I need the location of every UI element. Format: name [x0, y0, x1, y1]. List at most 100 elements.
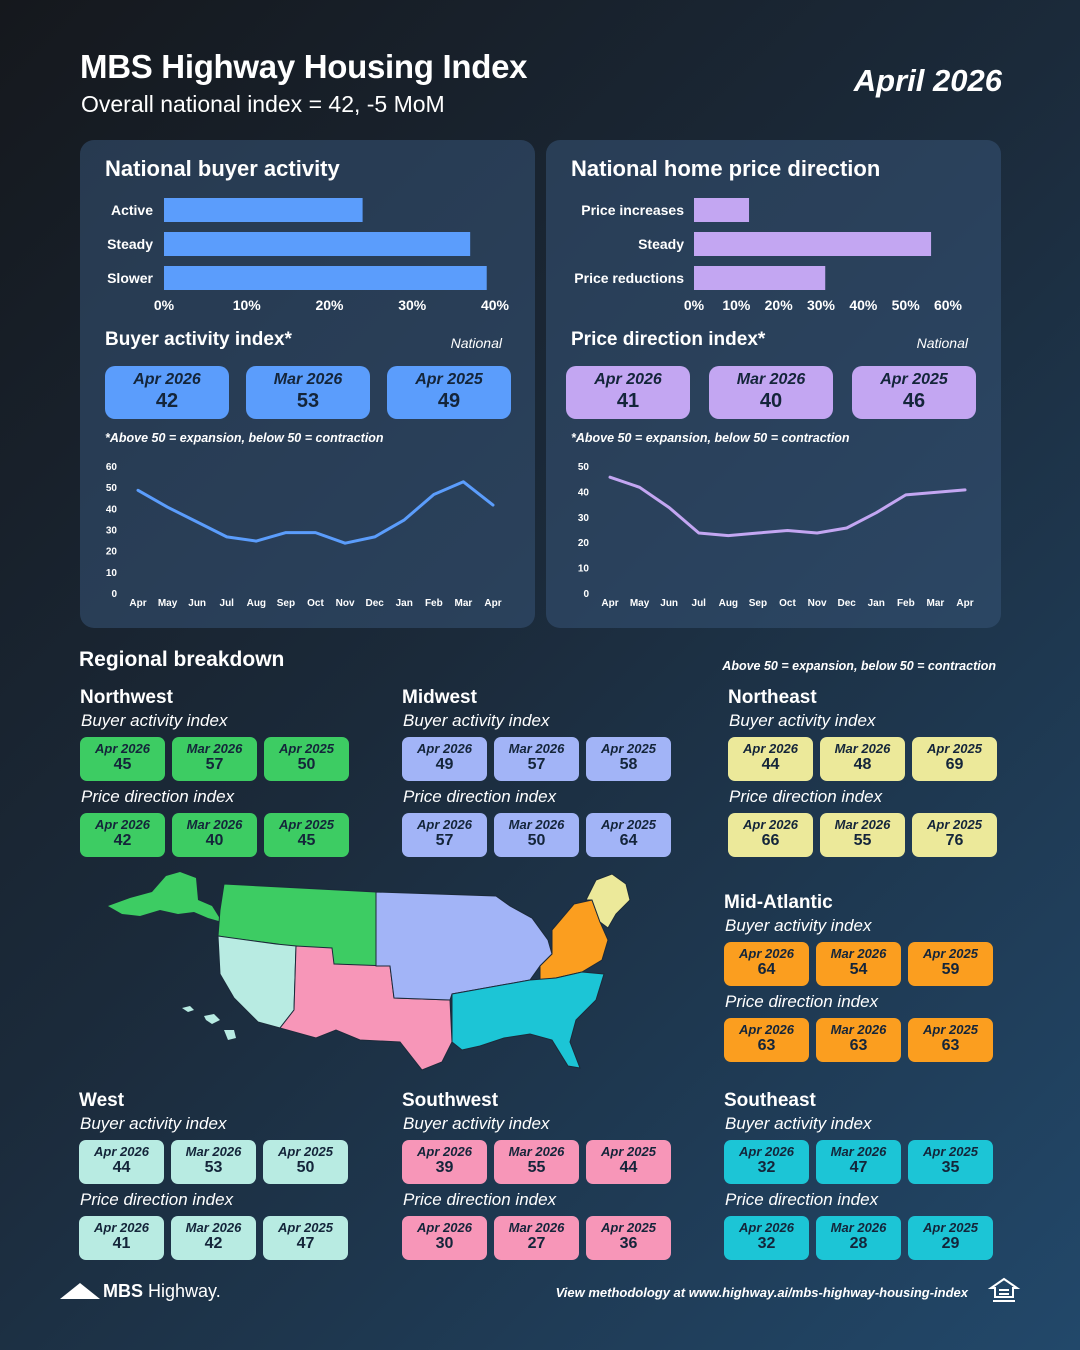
x-tick-label: Apr — [129, 598, 146, 609]
x-tick-label: Jan — [396, 598, 413, 609]
bar-category-label: Steady — [638, 236, 684, 252]
bar-category-label: Price increases — [581, 202, 684, 218]
region-midwest: Midwest Buyer activity index Apr 2026 49 Mar… — [402, 687, 682, 863]
region-chip: Mar 2026 54 — [816, 942, 901, 986]
series-line — [136, 480, 495, 545]
x-tick-label: Sep — [277, 598, 295, 609]
buyer-kpi-apr-2026: Apr 2026 42 — [105, 366, 229, 419]
region-chip: Apr 2026 32 — [724, 1216, 809, 1260]
region-chip: Apr 2026 66 — [728, 813, 813, 857]
buyer-index-note: *Above 50 = expansion, below 50 = contra… — [105, 431, 384, 445]
chip-value: 76 — [945, 832, 964, 849]
bar-active — [164, 198, 363, 222]
chip-value: 44 — [112, 1159, 131, 1176]
region-buyer-row: Apr 2026 49 Mar 2026 57 Apr 2025 58 — [402, 737, 682, 781]
chip-label: Apr 2025 — [923, 1022, 978, 1037]
brand-bold: MBS — [103, 1281, 143, 1301]
y-tick-label: 10 — [578, 564, 590, 575]
chip-label: Apr 2026 — [95, 741, 150, 756]
methodology-link[interactable]: View methodology at www.highway.ai/mbs-h… — [555, 1285, 968, 1300]
price-index-label: Price direction index — [725, 1190, 879, 1209]
region-chip: Apr 2025 64 — [586, 813, 671, 857]
region-chip: Apr 2025 45 — [264, 813, 349, 857]
chip-value: 63 — [757, 1037, 776, 1054]
chip-value: 42 — [113, 832, 132, 849]
region-chip: Apr 2026 39 — [402, 1140, 487, 1184]
chip-value: 41 — [112, 1235, 131, 1252]
buyer-index-label: Buyer activity index — [403, 711, 550, 730]
region-chip: Apr 2025 50 — [264, 737, 349, 781]
price-direction-panel: National home price direction Price incr… — [546, 140, 1001, 628]
chip-label: Apr 2025 — [923, 1220, 978, 1235]
report-date: April 2026 — [853, 63, 1002, 98]
chip-value: 42 — [204, 1235, 223, 1252]
buyer-national-label: National — [450, 335, 502, 351]
chip-value: 50 — [527, 832, 546, 849]
y-tick-label: 60 — [106, 462, 118, 473]
buyer-panel-title: National buyer activity — [105, 156, 340, 181]
x-tick-label: Dec — [837, 598, 856, 609]
price-panel-title: National home price direction — [571, 156, 881, 181]
region-northeast: Northeast Buyer activity index Apr 2026 44 M… — [728, 687, 1008, 863]
chip-label: Apr 2026 — [743, 817, 798, 832]
bar-category-label: Price reductions — [574, 270, 684, 286]
map-alaska — [108, 872, 222, 922]
bar-steady — [694, 232, 932, 256]
region-buyer-row: Apr 2026 32 Mar 2026 47 Apr 2025 35 — [724, 1140, 1004, 1184]
price-index-label: Price direction index — [403, 787, 557, 806]
region-chip: Apr 2025 59 — [908, 942, 993, 986]
chip-value: 47 — [296, 1235, 315, 1252]
region-chip: Apr 2026 44 — [79, 1140, 164, 1184]
region-chip: Mar 2026 28 — [816, 1216, 901, 1260]
series-line — [608, 475, 967, 538]
region-chip: Apr 2025 69 — [912, 737, 997, 781]
buyer-index-label: Buyer activity index — [725, 916, 872, 935]
chip-value: 28 — [849, 1235, 868, 1252]
chip-value: 69 — [945, 756, 964, 773]
chip-value: 58 — [619, 756, 638, 773]
x-tick-label: Feb — [897, 598, 915, 609]
region-chip: Mar 2026 63 — [816, 1018, 901, 1062]
price-index-label: Price direction index — [725, 992, 879, 1011]
x-tick-label: 0% — [684, 297, 705, 313]
buyer-kpi-apr-2025: Apr 2025 49 — [387, 366, 511, 419]
x-tick-label: 40% — [481, 297, 510, 313]
x-tick-label: Dec — [365, 598, 384, 609]
chip-value: 54 — [849, 961, 868, 978]
chip-label: Mar 2026 — [830, 1220, 887, 1235]
chip-label: Apr 2026 — [417, 817, 472, 832]
x-tick-label: Jun — [188, 598, 206, 609]
x-tick-label: Apr — [956, 598, 973, 609]
x-tick-label: Nov — [336, 598, 355, 609]
region-mid-atlantic: Mid-Atlantic Buyer activity index Apr 2026… — [724, 892, 1004, 1068]
map-southwest — [279, 945, 453, 1071]
chip-label: Apr 2026 — [95, 817, 150, 832]
x-tick-label: 20% — [315, 297, 344, 313]
kpi-label: Mar 2026 — [273, 371, 343, 388]
price-index-label: Price direction index — [729, 787, 883, 806]
page-subtitle: Overall national index = 42, -5 MoM — [81, 91, 445, 117]
x-tick-label: 40% — [849, 297, 878, 313]
bar-category-label: Active — [111, 202, 153, 218]
region-west: West Buyer activity index Apr 2026 44 Mar 20… — [79, 1090, 359, 1266]
chip-value: 30 — [435, 1235, 454, 1252]
chip-label: Mar 2026 — [186, 741, 243, 756]
kpi-label: Apr 2025 — [880, 371, 948, 388]
bar-price-increases — [694, 198, 750, 222]
chip-value: 50 — [296, 1159, 315, 1176]
x-tick-label: May — [630, 598, 650, 609]
region-chip: Mar 2026 42 — [171, 1216, 256, 1260]
x-tick-label: Oct — [307, 598, 324, 609]
chip-label: Apr 2025 — [927, 817, 982, 832]
x-tick-label: 30% — [807, 297, 836, 313]
kpi-label: Mar 2026 — [736, 371, 806, 388]
y-tick-label: 40 — [106, 504, 118, 515]
chip-label: Apr 2025 — [923, 1144, 978, 1159]
kpi-value: 53 — [296, 390, 320, 412]
kpi-label: Apr 2026 — [133, 371, 201, 388]
bar-slower — [164, 266, 487, 290]
chip-value: 57 — [205, 756, 224, 773]
region-southeast: Southeast Buyer activity index Apr 2026 32 M… — [724, 1090, 1004, 1266]
region-name: Southwest — [402, 1090, 499, 1111]
chip-label: Apr 2026 — [417, 1144, 472, 1159]
